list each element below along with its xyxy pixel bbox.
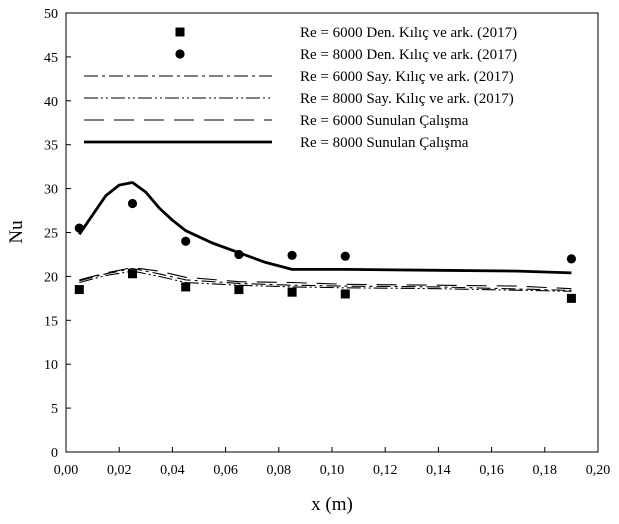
y-tick-label: 10 xyxy=(44,358,58,373)
series-layer xyxy=(74,181,577,303)
y-tick-label: 15 xyxy=(44,314,58,329)
legend-label: Re = 6000 Say. Kılıç ve ark. (2017) xyxy=(300,69,514,85)
series-line xyxy=(79,270,572,292)
series-line xyxy=(79,267,572,291)
legend-label: Re = 8000 Say. Kılıç ve ark. (2017) xyxy=(300,91,514,107)
data-point xyxy=(340,289,350,299)
legend-item: Re = 6000 Sunulan Çalışma xyxy=(84,113,469,129)
x-tick-label: 0,08 xyxy=(267,463,292,478)
legend-item: Re = 8000 Sunulan Çalışma xyxy=(84,135,469,151)
data-point xyxy=(128,269,137,279)
legend-item: Re = 8000 Say. Kılıç ve ark. (2017) xyxy=(84,91,514,107)
y-tick-label: 35 xyxy=(44,139,58,154)
legend-label: Re = 6000 Sunulan Çalışma xyxy=(300,113,469,129)
x-tick-label: 0,18 xyxy=(533,463,558,478)
x-tick-label: 0,12 xyxy=(373,463,398,478)
series-5 xyxy=(79,267,572,290)
series-1 xyxy=(74,269,576,303)
y-tick-label: 45 xyxy=(44,51,58,66)
data-point xyxy=(287,250,297,260)
data-point xyxy=(340,251,350,261)
y-tick-label: 50 xyxy=(44,7,58,22)
series-3 xyxy=(79,267,572,291)
x-tick-label: 0,10 xyxy=(320,463,345,478)
legend-label: Re = 8000 Sunulan Çalışma xyxy=(300,135,469,151)
legend-marker xyxy=(175,49,185,59)
y-tick-label: 40 xyxy=(44,95,58,110)
data-point xyxy=(181,236,191,246)
x-tick-label: 0,14 xyxy=(426,463,451,478)
axis-ticks: 0,00 0,02 0,04 0,06 0,08 0,10 0,12 0,14 0,16 0,18… xyxy=(44,7,610,478)
series-line xyxy=(79,267,572,290)
x-tick-label: 0,06 xyxy=(213,463,238,478)
data-point xyxy=(74,285,84,295)
data-point xyxy=(127,198,138,209)
series-line xyxy=(78,181,572,275)
y-tick-label: 20 xyxy=(44,270,58,285)
y-tick-label: 5 xyxy=(51,402,58,417)
series-4 xyxy=(79,270,572,292)
legend-item: Re = 8000 Den. Kılıç ve ark. (2017) xyxy=(175,47,517,63)
legend-item: Re = 6000 Den. Kılıç ve ark. (2017) xyxy=(175,25,517,41)
x-tick-label: 0,00 xyxy=(54,463,79,478)
y-tick-label: 0 xyxy=(51,446,58,461)
data-point xyxy=(234,285,244,295)
data-point xyxy=(181,282,191,292)
data-point xyxy=(287,287,297,297)
legend-item: Re = 6000 Say. Kılıç ve ark. (2017) xyxy=(84,69,514,85)
y-tick-label: 25 xyxy=(44,227,58,242)
data-point xyxy=(566,293,576,303)
x-axis-title: x (m) xyxy=(311,494,353,515)
x-tick-label: 0,02 xyxy=(107,463,132,478)
legend: Re = 6000 Den. Kılıç ve ark. (2017) Re = … xyxy=(84,25,517,151)
data-point xyxy=(566,254,577,264)
legend-marker xyxy=(175,27,185,37)
x-tick-label: 0,04 xyxy=(160,463,185,478)
x-tick-label: 0,20 xyxy=(586,463,611,478)
series-2 xyxy=(74,198,577,264)
series-6 xyxy=(78,181,572,275)
legend-label: Re = 6000 Den. Kılıç ve ark. (2017) xyxy=(300,25,517,41)
x-tick-label: 0,16 xyxy=(479,463,504,478)
legend-label: Re = 8000 Den. Kılıç ve ark. (2017) xyxy=(300,47,517,63)
y-tick-label: 30 xyxy=(44,183,58,198)
y-axis-title: Nu xyxy=(6,220,27,244)
